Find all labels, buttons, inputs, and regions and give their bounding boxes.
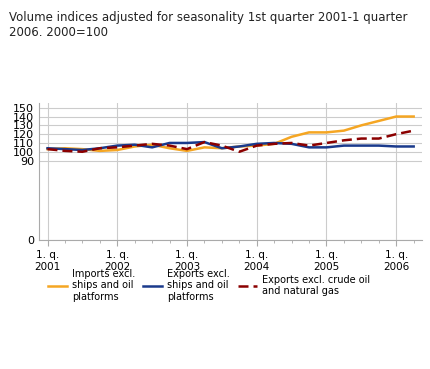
- Legend: Imports excl.
ships and oil
platforms, Exports excl.
ships and oil
platforms, Ex: Imports excl. ships and oil platforms, E…: [43, 265, 373, 306]
- Text: Volume indices adjusted for seasonality 1st quarter 2001-1 quarter
2006. 2000=10: Volume indices adjusted for seasonality …: [9, 11, 406, 39]
